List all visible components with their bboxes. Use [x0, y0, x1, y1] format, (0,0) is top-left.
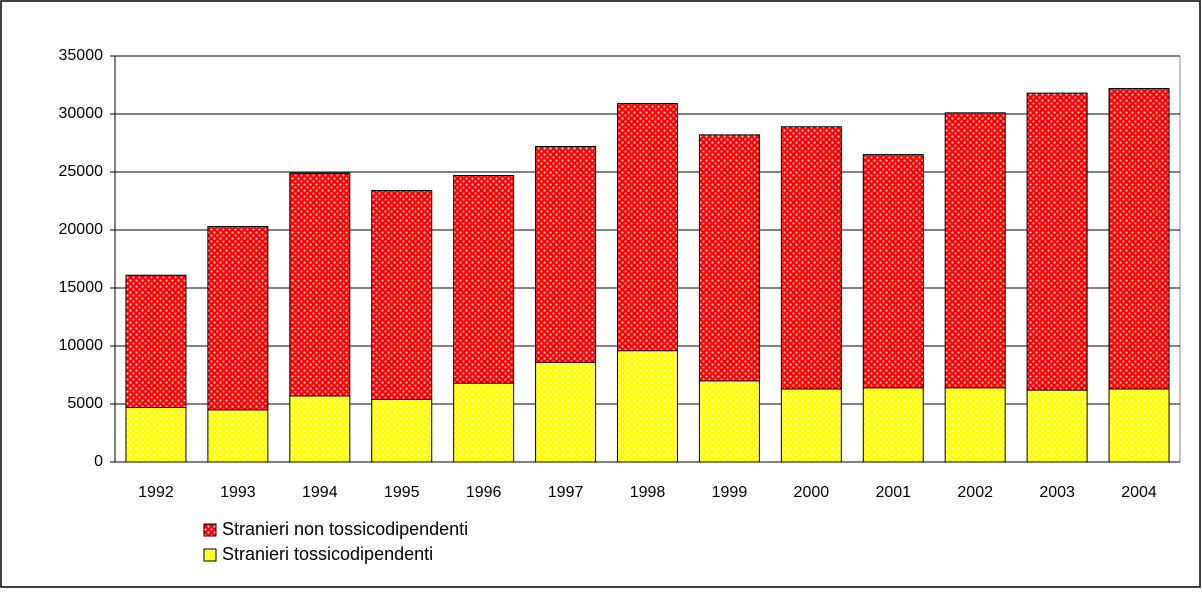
legend-label: Stranieri tossicodipendenti	[222, 544, 433, 564]
x-tick-label: 1996	[466, 484, 502, 501]
x-tick-label: 2001	[875, 484, 911, 501]
bar-segment	[125, 274, 187, 408]
bar-segment	[698, 134, 760, 382]
bar-segment	[862, 387, 924, 463]
bar-segment	[125, 406, 187, 463]
bar-segment	[780, 388, 842, 463]
y-tick-label: 0	[94, 453, 103, 470]
bar-segment	[453, 174, 515, 384]
y-tick-label: 25000	[59, 163, 104, 180]
bar-segment	[617, 103, 678, 352]
bar-segment	[371, 190, 433, 400]
x-tick-label: 1999	[712, 484, 748, 501]
bar-segment	[944, 387, 1006, 463]
x-tick-label: 2002	[957, 484, 993, 501]
x-tick-label: 1994	[302, 484, 338, 501]
x-tick-label: 1997	[548, 484, 584, 501]
x-tick-label: 2003	[1039, 484, 1075, 501]
x-tick-label: 1998	[630, 484, 666, 501]
y-tick-label: 30000	[59, 105, 104, 122]
bar-segment	[1026, 389, 1088, 463]
y-tick-label: 15000	[59, 279, 104, 296]
y-tick-label: 20000	[59, 221, 104, 238]
y-tick-label: 5000	[67, 395, 103, 412]
bar-segment	[1108, 87, 1170, 390]
bar-segment	[535, 145, 597, 363]
x-tick-label: 2000	[794, 484, 830, 501]
legend-label: Stranieri non tossicodipendenti	[222, 519, 468, 539]
bar-segment	[780, 126, 842, 390]
x-tick-label: 1993	[220, 484, 256, 501]
legend-swatch	[203, 523, 217, 537]
bar-segment	[453, 382, 515, 463]
bar-segment	[535, 361, 597, 463]
x-tick-label: 1995	[384, 484, 420, 501]
bar-segment	[1026, 92, 1088, 391]
legend-swatch	[203, 548, 217, 562]
bar-segment	[698, 380, 760, 463]
y-tick-label: 35000	[59, 47, 104, 64]
bar-segment	[371, 398, 433, 463]
bar-segment	[1108, 388, 1170, 463]
y-tick-label: 10000	[59, 337, 104, 354]
bar-segment	[289, 172, 351, 397]
x-tick-label: 2004	[1121, 484, 1157, 501]
bar-segment	[617, 350, 678, 463]
bar-segment	[944, 112, 1006, 389]
bar-segment	[862, 154, 924, 389]
bar-segment	[207, 409, 269, 463]
bar-segment	[289, 395, 351, 463]
bar-segment	[207, 226, 269, 411]
x-tick-label: 1992	[138, 484, 174, 501]
